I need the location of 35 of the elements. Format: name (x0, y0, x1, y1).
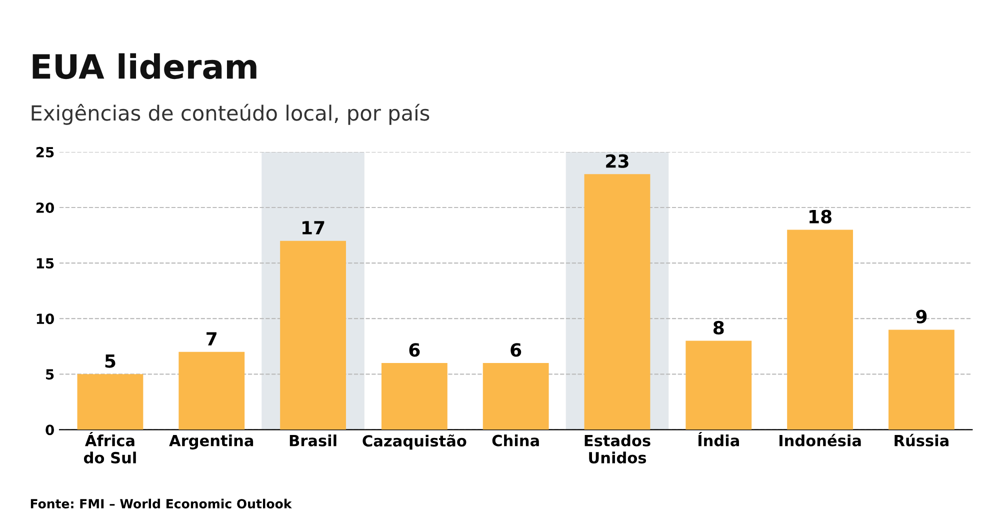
x-tick-label: África do Sul (84, 432, 136, 464)
bar (178, 352, 245, 430)
x-tick-label: Estados Unidos (584, 434, 650, 464)
x-tick-label: Brasil (290, 434, 336, 446)
bar (888, 330, 954, 430)
bar (787, 230, 854, 430)
x-tick-label: Indonésia (780, 434, 861, 446)
bar (381, 363, 448, 430)
bar (482, 363, 549, 430)
bar (77, 374, 144, 430)
chart-title: EUA lideram (32, 53, 256, 80)
x-tick-label: Argentina (169, 434, 254, 450)
y-tick-label: 20 (36, 202, 54, 213)
x-tick-label: Rússia (894, 434, 948, 446)
y-tick-label: 25 (36, 146, 54, 158)
y-tick-label: 15 (36, 258, 54, 269)
data-label: 18 (810, 210, 832, 224)
data-label: 6 (510, 343, 522, 357)
chart-subtitle: Exigências de conteúdo local, por país (32, 104, 430, 125)
x-tick-label: Índia (698, 432, 739, 446)
data-label: 5 (105, 354, 116, 368)
data-label: 17 (302, 221, 324, 234)
data-label: 7 (206, 332, 216, 346)
data-label: 8 (713, 320, 724, 335)
y-tick-label: 10 (36, 314, 54, 324)
data-label: 9 (916, 310, 927, 324)
bar (280, 240, 346, 430)
y-tick-label: 0 (46, 424, 54, 436)
x-tick-label: Cazaquistão (362, 434, 466, 450)
data-label: 6 (409, 343, 420, 357)
y-tick-label: 5 (46, 369, 54, 380)
x-tick-label: China (492, 434, 539, 446)
data-label: 23 (606, 154, 628, 168)
source-note: Fonte: FMI – World Economic Outlook (30, 498, 292, 508)
bar (686, 340, 752, 430)
